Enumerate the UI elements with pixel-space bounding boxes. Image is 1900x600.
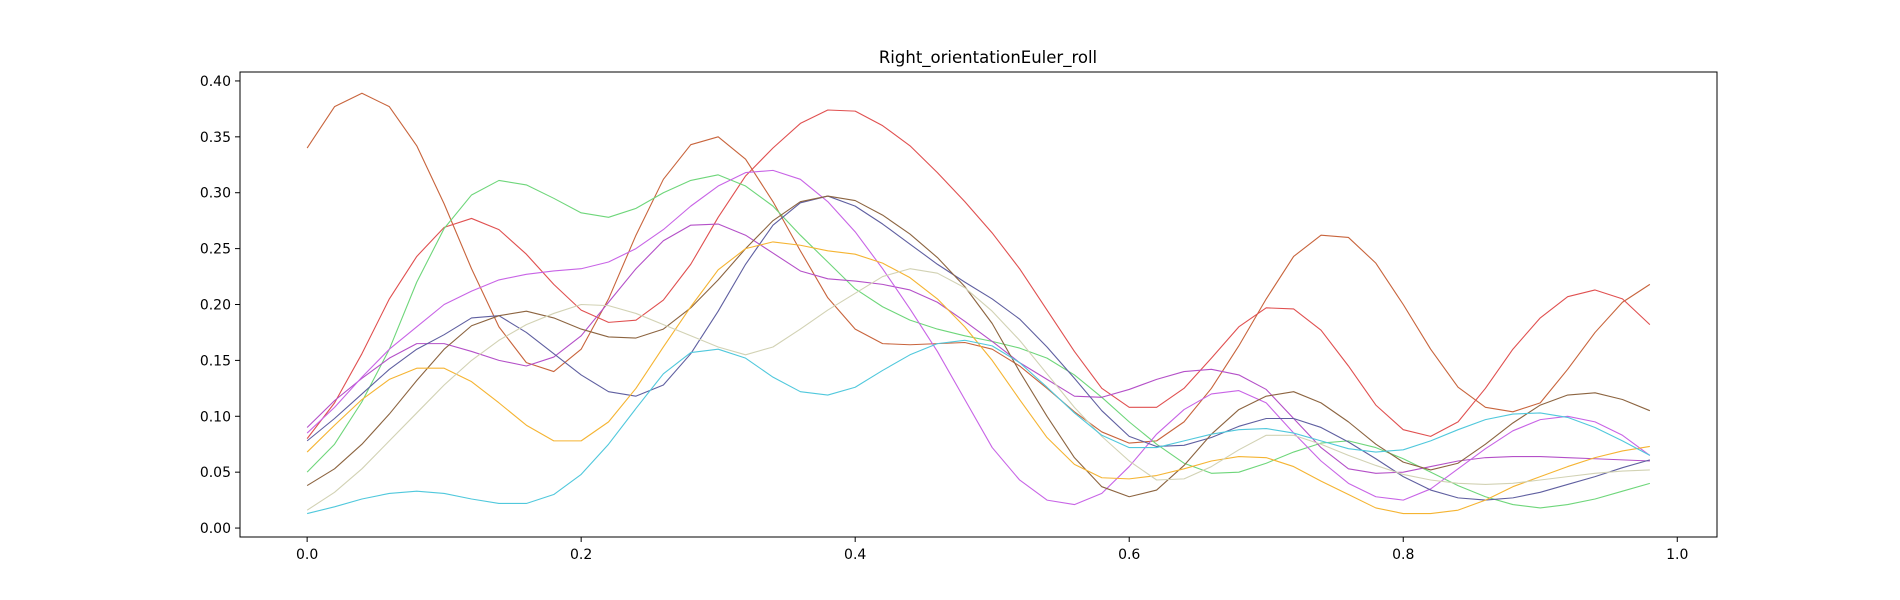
y-tick-label: 0.35 xyxy=(200,130,231,146)
y-tick-label: 0.10 xyxy=(200,409,231,425)
chart-title: Right_orientationEuler_roll xyxy=(879,48,1097,68)
series-line-9 xyxy=(306,268,1650,511)
series-line-1 xyxy=(306,92,1651,444)
y-tick-label: 0.20 xyxy=(200,298,231,314)
y-tick-label: 0.30 xyxy=(200,186,231,202)
x-axis: 0.0 0.2 0.4 0.6 0.8 1.0 xyxy=(296,537,1688,563)
plot-lines xyxy=(306,92,1651,515)
y-tick-label: 0.05 xyxy=(200,465,231,481)
x-tick-label: 0.0 xyxy=(296,547,318,563)
series-line-2 xyxy=(306,109,1651,439)
series-line-7 xyxy=(306,195,1651,498)
x-tick-label: 0.6 xyxy=(1118,547,1140,563)
series-line-3 xyxy=(306,174,1651,509)
x-tick-label: 0.8 xyxy=(1392,547,1414,563)
y-tick-label: 0.15 xyxy=(200,353,231,369)
x-tick-label: 1.0 xyxy=(1666,547,1688,563)
x-tick-label: 0.4 xyxy=(844,547,866,563)
y-tick-label: 0.00 xyxy=(200,521,231,537)
y-axis: 0.00 0.05 0.10 0.15 0.20 0.25 0.30 0.35 0.40 xyxy=(200,74,240,537)
y-tick-label: 0.40 xyxy=(200,74,231,90)
series-line-6 xyxy=(306,195,1651,501)
series-line-5 xyxy=(306,169,1651,506)
y-tick-label: 0.25 xyxy=(200,242,231,258)
series-line-8 xyxy=(306,241,1650,515)
x-tick-label: 0.2 xyxy=(570,547,592,563)
series-line-10 xyxy=(307,339,1651,515)
series-line-4 xyxy=(306,223,1650,474)
